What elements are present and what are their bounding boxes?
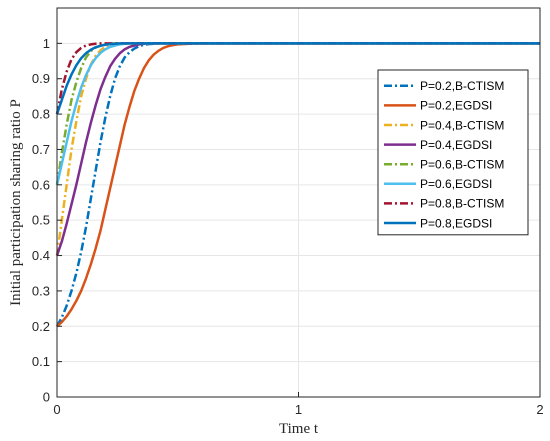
legend-label-4: P=0.4,EGDSI	[420, 138, 492, 152]
y-tick-label: 0.2	[32, 319, 50, 334]
y-tick-label: 0.3	[32, 283, 50, 298]
y-tick-label: 0.7	[32, 142, 50, 157]
legend-label-2: P=0.2,EGDSI	[420, 99, 492, 113]
y-tick-label: 0	[43, 390, 50, 405]
y-axis-title: Initial participation sharing ratio P	[8, 99, 24, 306]
series-layer	[55, 42, 540, 328]
ticks: 0 0.1 0.2 0.3 0.4 0.5 0.6 0.7 0.8 0.9 1 0 1 2	[32, 36, 544, 417]
y-tick-label: 0.6	[32, 177, 50, 192]
legend: P=0.2,B-CTISM P=0.2,EGDSI P=0.4,B-CTISM P=0…	[377, 69, 529, 236]
x-tick-label: 0	[53, 402, 60, 417]
legend-label-1: P=0.2,B-CTISM	[420, 79, 504, 93]
legend-label-5: P=0.6,B-CTISM	[420, 158, 504, 172]
series-line-8	[55, 42, 540, 115]
y-tick-label: 0.9	[32, 71, 50, 86]
y-tick-label: 0.1	[32, 354, 50, 369]
y-tick-label: 0.8	[32, 107, 50, 122]
legend-label-6: P=0.6,EGDSI	[420, 177, 492, 191]
x-tick-label: 2	[536, 402, 543, 417]
y-tick-label: 0.4	[32, 248, 50, 263]
y-tick-label: 1	[43, 36, 50, 51]
legend-label-8: P=0.8,EGDSI	[420, 216, 492, 230]
legend-box	[377, 69, 529, 236]
legend-label-7: P=0.8,B-CTISM	[420, 197, 504, 211]
x-tick-label: 1	[295, 402, 302, 417]
y-tick-label: 0.5	[32, 213, 50, 228]
legend-label-3: P=0.4,B-CTISM	[420, 118, 504, 132]
x-axis-title: Time t	[279, 421, 319, 437]
